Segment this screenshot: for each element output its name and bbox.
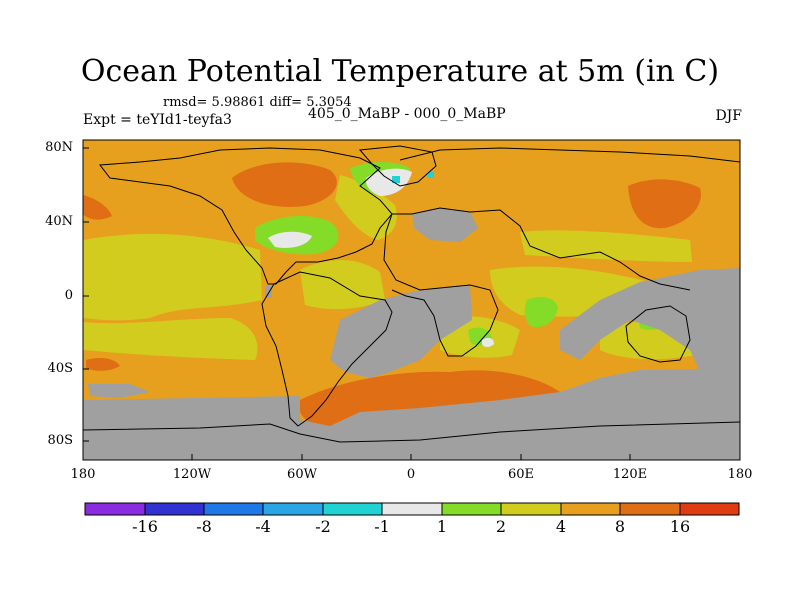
- anomaly-zone-8-16: [628, 179, 701, 229]
- anomaly-zone-near-zero: [365, 168, 412, 196]
- lon-tick-label: 120W: [172, 467, 212, 482]
- lat-tick-label: 40N: [45, 214, 73, 229]
- lat-tick-label: 80S: [47, 433, 73, 448]
- land-mask: [88, 384, 150, 398]
- lat-tick-label: 80N: [45, 140, 73, 155]
- map-field: [83, 140, 740, 460]
- colorbar-box: [262, 502, 324, 516]
- colorbar-box: [619, 502, 681, 516]
- period-label: 405_0_MaBP - 000_0_MaBP: [308, 106, 506, 122]
- anomaly-zone-8-16: [83, 195, 112, 220]
- colorbar-label: -1: [374, 517, 390, 536]
- colorbar: [84, 502, 740, 516]
- colorbar-label: 2: [495, 517, 507, 536]
- anomaly-zone-minus-1: [392, 176, 400, 183]
- anomaly-zone-1-2: [524, 296, 558, 328]
- land-mask: [560, 268, 740, 372]
- lon-tick-label: 0: [406, 467, 416, 482]
- plot-title: Ocean Potential Temperature at 5m (in C): [80, 54, 720, 89]
- colorbar-box: [203, 502, 264, 516]
- land-mask: [412, 208, 478, 242]
- anomaly-zone-near-zero: [482, 337, 494, 347]
- anomaly-zone-2-4: [83, 318, 258, 360]
- anomaly-zone-8-16: [232, 162, 337, 207]
- colorbar-label: 1: [436, 517, 448, 536]
- colorbar-label: -2: [315, 517, 331, 536]
- coastlines: [83, 145, 740, 443]
- anomaly-zone-8-16: [86, 358, 120, 371]
- colorbar-box: [322, 502, 383, 516]
- stats-label: rmsd= 5.98861 diff= 5.3054: [163, 95, 352, 110]
- experiment-label: Expt = teYId1-teyfa3: [83, 112, 232, 128]
- colorbar-box: [381, 502, 443, 516]
- colorbar-box: [144, 502, 205, 516]
- season-label: DJF: [715, 108, 742, 124]
- colorbar-label: -8: [196, 517, 212, 536]
- colorbar-box: [84, 502, 146, 516]
- anomaly-zone-2-4: [300, 260, 385, 310]
- colorbar-label: -4: [255, 517, 271, 536]
- coastline-australia: [625, 305, 691, 363]
- lon-tick-label: 60W: [287, 467, 317, 482]
- lon-tick-label: 60E: [507, 467, 535, 482]
- colorbar-label: 4: [555, 517, 567, 536]
- lon-tick-label: 120E: [612, 467, 648, 482]
- coastline-north-america: [99, 147, 393, 285]
- anomaly-zone-2-4: [335, 175, 397, 240]
- axis-ticks: [83, 147, 631, 460]
- lon-tick-label: 180: [727, 467, 753, 482]
- colorbar-box: [560, 502, 621, 516]
- anomaly-zone-near-zero: [268, 231, 312, 248]
- colorbar-label: 8: [614, 517, 626, 536]
- colorbar-box: [500, 502, 562, 516]
- anomaly-zone-minus-1: [428, 172, 434, 178]
- anomaly-zone-2-4: [83, 233, 262, 321]
- coastline-greenland: [358, 145, 437, 187]
- colorbar-label: 16: [669, 517, 691, 536]
- lat-tick-label: 0: [64, 288, 73, 303]
- coastline-africa-eurasia: [383, 147, 740, 357]
- lon-tick-label: 180: [70, 467, 96, 482]
- lat-tick-label: 40S: [47, 361, 73, 376]
- coastline-antarctica: [83, 421, 740, 443]
- land-mask: [265, 286, 272, 298]
- land-mask: [330, 285, 472, 378]
- colorbar-box: [679, 502, 740, 516]
- anomaly-zone-2-4: [520, 230, 692, 262]
- coastline-south-america: [261, 271, 393, 427]
- colorbar-label: -16: [132, 517, 158, 536]
- colorbar-box: [441, 502, 502, 516]
- land-mask: [83, 368, 740, 460]
